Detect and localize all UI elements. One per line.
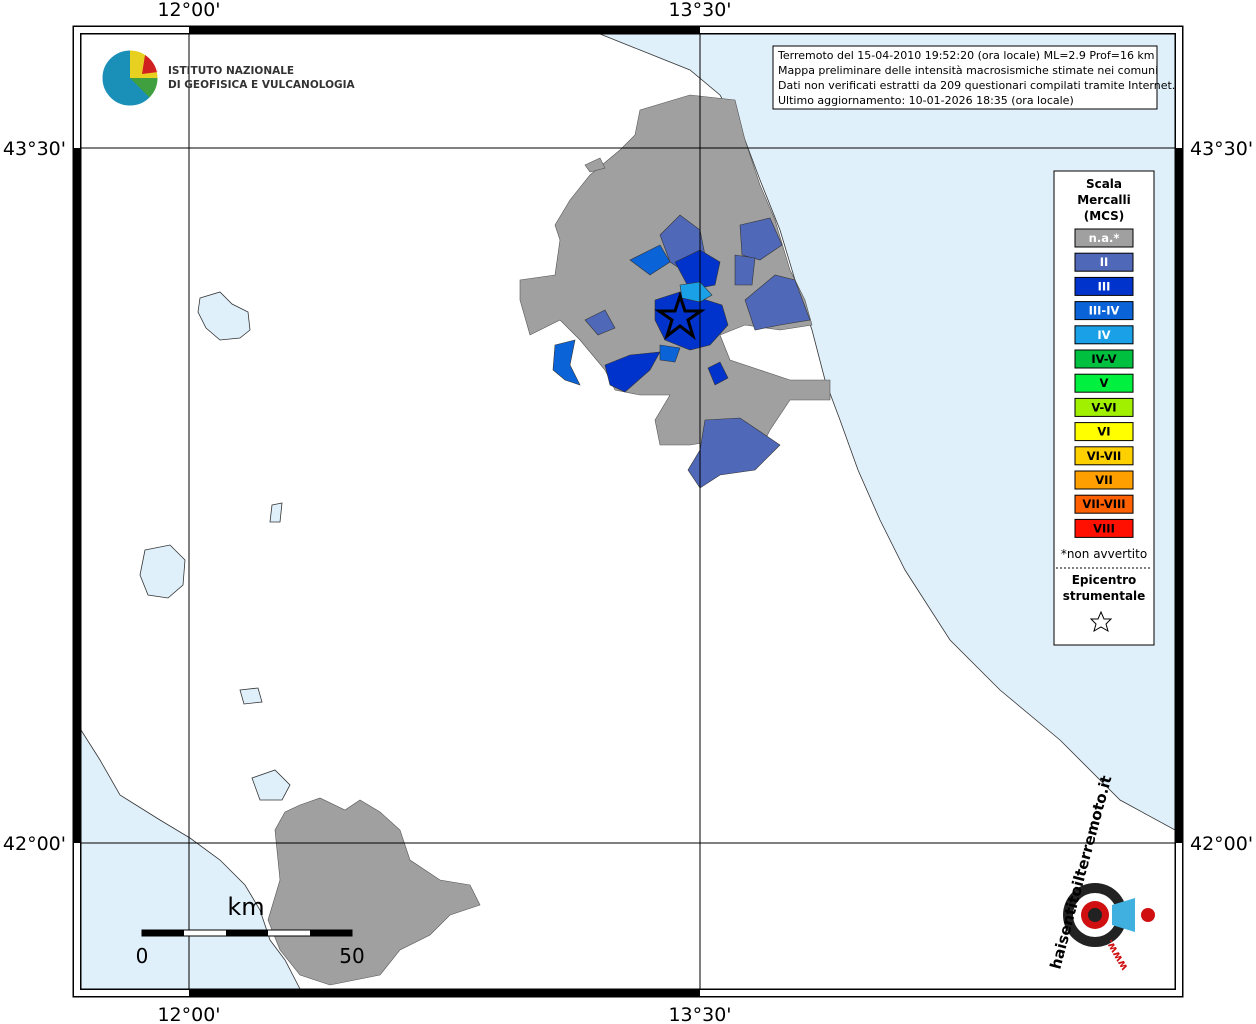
legend-label: II <box>1100 255 1109 269</box>
info-box <box>772 45 1158 110</box>
region <box>552 339 581 386</box>
legend-title: Mercalli <box>1077 193 1131 207</box>
legend-swatch <box>1074 470 1134 490</box>
scale-label: 50 <box>339 944 364 968</box>
info-line: Dati non verificati estratti da 209 ques… <box>778 79 1175 92</box>
ingv-logo: ISTITUTO NAZIONALE DI GEOFISICA E VULCAN… <box>101 49 356 107</box>
legend-title: (MCS) <box>1084 209 1125 223</box>
region <box>744 274 811 331</box>
tick-label: 13°30' <box>668 0 731 21</box>
info-line: Terremoto del 15-04-2010 19:52:20 (ora l… <box>777 49 1155 62</box>
region <box>584 157 606 173</box>
legend-label: VII-VIII <box>1082 497 1125 511</box>
legend-swatch <box>1074 446 1134 466</box>
legend-swatch <box>1074 373 1134 393</box>
legend-label: IV-V <box>1091 352 1116 366</box>
frame <box>73 26 1183 997</box>
region <box>739 217 783 261</box>
epicentre <box>654 291 706 341</box>
legend-epicentre: Epicentro <box>1072 573 1137 587</box>
info-line: Mappa preliminare delle intensità macros… <box>778 64 1158 77</box>
region <box>687 417 781 489</box>
legend-label: VII <box>1095 473 1112 487</box>
legend-label: IV <box>1097 328 1110 342</box>
legend-title: Scala <box>1086 177 1122 191</box>
tick-label: 43°30' <box>3 138 66 160</box>
legend-label: VI-VII <box>1087 449 1122 463</box>
scale-label: 0 <box>136 944 149 968</box>
legend-swatch <box>1074 397 1134 417</box>
scale-bar: km 0 50 <box>136 893 365 968</box>
lake <box>197 291 251 341</box>
legend-swatch <box>1074 518 1134 538</box>
lake <box>251 769 291 801</box>
legend-label: n.a.* <box>1089 231 1120 245</box>
legend-label: VI <box>1097 425 1110 439</box>
legend-label: VIII <box>1093 521 1115 535</box>
legend-swatch <box>1074 325 1134 345</box>
legend-label: V <box>1100 376 1109 390</box>
tick-label: 42°00' <box>1190 833 1253 855</box>
logo-text: DI GEOFISICA E VULCANOLOGIA <box>168 79 356 91</box>
lake <box>139 544 186 599</box>
region <box>584 309 616 336</box>
legend-epicentre: strumentale <box>1063 589 1146 603</box>
region <box>629 244 671 276</box>
lake <box>269 502 283 523</box>
region <box>659 344 681 363</box>
logo-text: ISTITUTO NAZIONALE <box>168 65 294 77</box>
tick-label: 42°00' <box>3 833 66 855</box>
legend-swatch <box>1074 276 1134 296</box>
tick-label: 43°30' <box>1190 138 1253 160</box>
region <box>679 281 713 303</box>
legend-note: *non avvertito <box>1061 547 1147 561</box>
tick-label: 12°00' <box>157 1004 220 1024</box>
legend-swatch <box>1074 422 1134 442</box>
info-line: Ultimo aggiornamento: 10-01-2026 18:35 (… <box>778 94 1074 107</box>
region <box>707 361 729 386</box>
legend-label: V-VI <box>1091 400 1116 414</box>
tick-label: 13°30' <box>668 1004 731 1024</box>
legend-label: III-IV <box>1089 304 1120 318</box>
region <box>734 254 756 286</box>
legend-star <box>1089 610 1113 633</box>
legend-swatch <box>1074 228 1134 248</box>
lake <box>239 687 263 705</box>
tick-label: 12°00' <box>157 0 220 21</box>
region <box>604 351 661 393</box>
legend-swatch <box>1074 349 1134 369</box>
scale-unit: km <box>227 893 264 921</box>
legend-swatch <box>1074 252 1134 272</box>
legend-label: III <box>1098 279 1111 293</box>
legend-swatch <box>1074 494 1134 514</box>
region <box>267 797 481 986</box>
legend-swatch <box>1074 301 1134 321</box>
